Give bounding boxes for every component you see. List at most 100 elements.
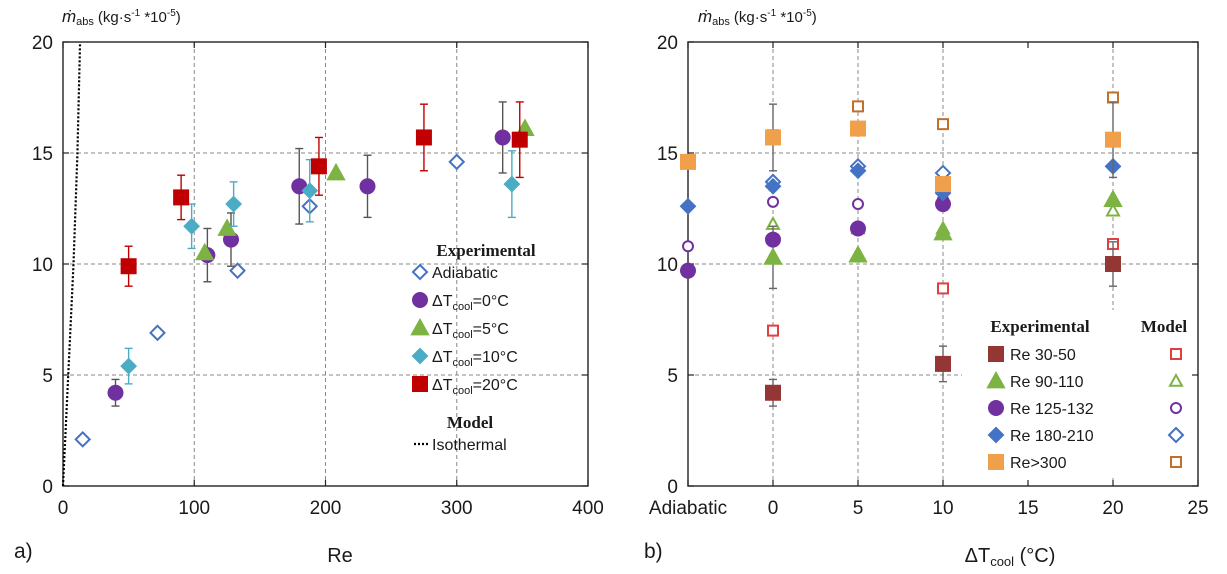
x-tick-label: 5 bbox=[853, 498, 864, 519]
model-point-0 bbox=[937, 282, 949, 295]
data-point-square bbox=[173, 189, 190, 206]
experimental-point-3 bbox=[679, 197, 697, 215]
experimental-point-3 bbox=[849, 162, 867, 180]
model-point-4 bbox=[1107, 91, 1119, 104]
legend-label-0: Re 30-50 bbox=[1010, 347, 1076, 364]
legend-header-experimental: Experimental bbox=[436, 241, 535, 260]
data-point-diamond-open bbox=[448, 153, 466, 171]
data-point-circle bbox=[107, 384, 124, 401]
legend-exp-marker-2 bbox=[988, 400, 1004, 416]
y-tick-label: 15 bbox=[32, 144, 53, 165]
model-point-0 bbox=[767, 324, 779, 337]
panel-label: a) bbox=[14, 540, 33, 563]
legend-model-marker-4 bbox=[1170, 456, 1182, 468]
y-tick-label: 15 bbox=[657, 144, 678, 165]
legend-label-4: Re>300 bbox=[1010, 455, 1067, 472]
data-point-diamond-open bbox=[229, 262, 246, 280]
experimental-point-0 bbox=[1105, 256, 1121, 272]
legend-label-1: ΔTcool=0°C bbox=[432, 293, 509, 313]
legend-a: Experimental Adiabatic ΔTcool=0°C ΔTcool=5°… bbox=[410, 241, 536, 454]
y-tick-label: 10 bbox=[657, 255, 678, 276]
x-tick-label: 20 bbox=[1102, 498, 1123, 519]
panel-label: b) bbox=[644, 540, 663, 563]
x-tick-label: 15 bbox=[1017, 498, 1038, 519]
experimental-point-1 bbox=[933, 222, 953, 241]
legend-label-2: ΔTcool=5°C bbox=[432, 321, 509, 341]
y-tick-label: 0 bbox=[42, 477, 53, 498]
y-tick-label: 0 bbox=[667, 477, 678, 498]
legend-label-0: Adiabatic bbox=[432, 265, 498, 282]
data-point-circle bbox=[494, 129, 511, 146]
data-point-triangle bbox=[217, 218, 237, 236]
data-point-diamond bbox=[225, 195, 243, 213]
model-point-4 bbox=[937, 118, 949, 131]
data-point-diamond bbox=[120, 357, 138, 375]
data-point-circle bbox=[359, 178, 376, 195]
experimental-point-0 bbox=[935, 355, 951, 372]
legend-background bbox=[962, 310, 1192, 478]
x-tick-label: 300 bbox=[441, 498, 473, 519]
x-axis-label: Re bbox=[327, 545, 353, 567]
data-point-diamond-open bbox=[149, 324, 166, 342]
data-point-diamond bbox=[301, 182, 319, 200]
legend-exp-marker-4 bbox=[988, 454, 1004, 470]
y-axis-label: ṁabs (kg·s-1 *10-5) bbox=[62, 7, 181, 28]
x-tick-label: 25 bbox=[1187, 498, 1208, 519]
y-axis-label: ṁabs (kg·s-1 *10-5) bbox=[698, 7, 817, 28]
x-tick-label: 10 bbox=[932, 498, 953, 519]
data-point-square bbox=[511, 131, 528, 148]
legend-exp-marker-1 bbox=[986, 370, 1006, 389]
experimental-point-2 bbox=[765, 231, 781, 248]
experimental-point-4 bbox=[680, 153, 696, 170]
experimental-point-1 bbox=[763, 247, 783, 265]
model-point-2 bbox=[852, 198, 864, 211]
data-point-triangle bbox=[195, 242, 215, 261]
x-tick-label: Adiabatic bbox=[649, 498, 727, 519]
experimental-point-2 bbox=[850, 220, 866, 237]
legend-label-2: Re 125-132 bbox=[1010, 401, 1094, 418]
legend-label-isothermal: Isothermal bbox=[432, 437, 507, 454]
data-point-diamond-open bbox=[74, 430, 92, 448]
experimental-point-4 bbox=[1105, 131, 1121, 148]
y-tick-label: 5 bbox=[42, 366, 53, 387]
experimental-point-1 bbox=[848, 245, 868, 263]
legend-label-1: Re 90-110 bbox=[1010, 374, 1084, 391]
legend-model-marker-3 bbox=[1167, 426, 1185, 444]
legend-header-model: Model bbox=[1141, 317, 1188, 336]
legend-exp-marker-0 bbox=[988, 346, 1004, 362]
legend-model-marker-2 bbox=[1170, 402, 1182, 414]
legend-marker-1 bbox=[412, 292, 428, 308]
legend-label-3: Re 180-210 bbox=[1010, 428, 1094, 445]
x-axis-label: ΔTcool (°C) bbox=[965, 545, 1056, 569]
data-point-diamond bbox=[183, 217, 201, 235]
legend-model-marker-1 bbox=[1168, 372, 1184, 387]
legend-marker-3 bbox=[411, 347, 429, 365]
y-tick-label: 20 bbox=[32, 33, 53, 54]
experimental-point-4 bbox=[935, 176, 951, 193]
model-point-4 bbox=[852, 100, 864, 113]
x-tick-label: 400 bbox=[572, 498, 604, 519]
experimental-point-1 bbox=[1103, 189, 1123, 208]
model-point-2 bbox=[767, 195, 779, 208]
legend-exp-marker-3 bbox=[987, 426, 1005, 444]
model-point-2 bbox=[682, 240, 694, 253]
experimental-point-4 bbox=[850, 120, 866, 137]
x-tick-label: 100 bbox=[178, 498, 210, 519]
legend-label-3: ΔTcool=10°C bbox=[432, 349, 518, 369]
experimental-point-3 bbox=[764, 177, 782, 195]
legend-label-4: ΔTcool=20°C bbox=[432, 377, 518, 397]
y-tick-label: 20 bbox=[657, 33, 678, 54]
experimental-point-2 bbox=[680, 262, 696, 279]
legend-header-model: Model bbox=[447, 413, 494, 432]
legend-b: Experimental Model Re 30-50 Re 90-110 Re 125… bbox=[962, 310, 1192, 478]
y-tick-label: 10 bbox=[32, 255, 53, 276]
x-tick-label: 0 bbox=[768, 498, 779, 519]
data-point-square bbox=[415, 129, 432, 146]
experimental-point-0 bbox=[765, 384, 781, 401]
legend-model-marker-0 bbox=[1170, 348, 1182, 360]
model-point-1 bbox=[1105, 202, 1121, 217]
